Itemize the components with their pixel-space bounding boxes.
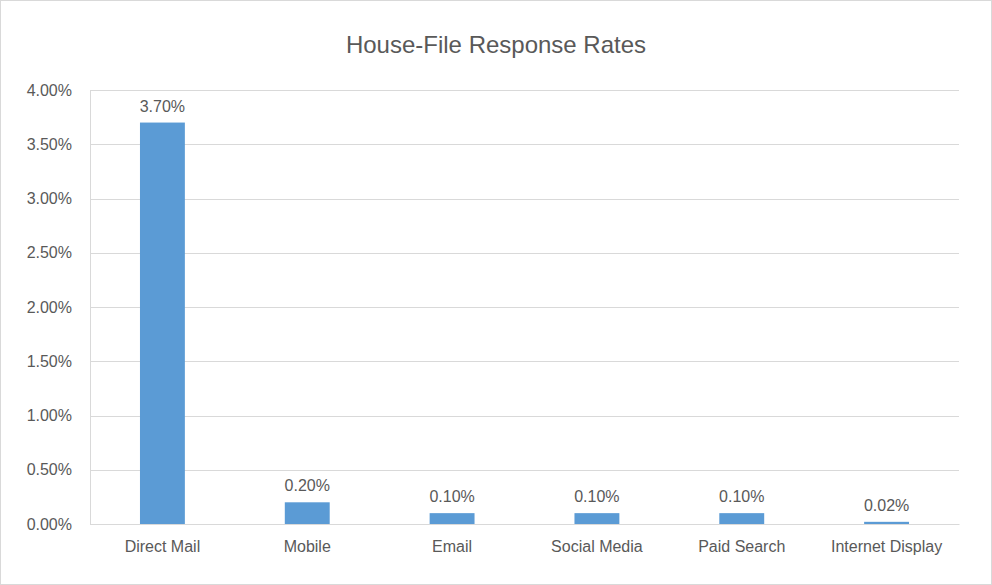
chart-title: House-File Response Rates [346,31,646,58]
grid-line [90,90,959,91]
y-tick-label: 0.50% [27,461,72,478]
data-label: 0.02% [864,497,909,514]
y-tick-label: 2.00% [27,299,72,316]
y-axis-line [90,91,91,525]
bar [864,522,909,524]
y-tick: 3.50% [27,136,90,153]
grid-line [90,524,959,525]
y-tick: 1.00% [27,407,90,424]
grid-line [90,144,959,145]
x-tick-label: Internet Display [831,538,942,555]
y-tick: 3.00% [27,190,90,207]
x-tick: Mobile [284,524,331,555]
y-tick: 0.00% [27,516,90,533]
data-label: 0.20% [285,477,330,494]
bar [140,123,185,524]
x-tick: Paid Search [698,524,785,555]
x-tick-label: Email [432,538,472,555]
x-tick-label: Paid Search [698,538,785,555]
data-label: 0.10% [719,488,764,505]
y-tick-label: 3.50% [27,136,72,153]
grid-line [90,253,959,254]
y-tick-label: 3.00% [27,190,72,207]
y-tick: 2.00% [27,299,90,316]
bar [430,513,475,524]
y-tick: 0.50% [27,461,90,478]
data-label: 0.10% [574,488,619,505]
grid-line [90,470,959,471]
x-tick-label: Social Media [551,538,643,555]
bar [574,513,619,524]
y-tick-label: 1.00% [27,407,72,424]
grid-line [90,307,959,308]
x-tick-label: Mobile [284,538,331,555]
x-tick-label: Direct Mail [125,538,201,555]
x-tick: Direct Mail [125,524,201,555]
y-tick: 1.50% [27,353,90,370]
y-tick-label: 0.00% [27,516,72,533]
y-tick-label: 1.50% [27,353,72,370]
bar [285,502,330,524]
x-tick: Internet Display [831,524,942,555]
grid-line [90,361,959,362]
bar [719,513,764,524]
data-label: 0.10% [429,488,474,505]
y-axis: 0.00% 0.50% 1.00% 1.50% 2.00% 2.50% 3.00% 3.50%… [27,82,91,533]
grid [90,91,959,525]
data-labels: 3.70% 0.20% 0.10% 0.10% 0.10% 0.02% [140,98,910,514]
y-tick: 2.50% [27,244,90,261]
data-label: 3.70% [140,98,185,115]
bars [140,123,909,524]
x-tick: Social Media [551,524,643,555]
x-tick: Email [432,524,472,555]
x-axis-line [91,524,960,525]
grid-line [90,416,959,417]
chart-border [1,1,992,585]
y-tick-label: 2.50% [27,244,72,261]
grid-line [90,199,959,200]
plot-area: 0.00% 0.50% 1.00% 1.50% 2.00% 2.50% 3.00% 3.50%… [27,82,960,556]
x-axis: Direct Mail Mobile Email Social Media Paid S… [91,524,960,555]
y-tick: 4.00% [27,82,90,99]
y-tick-label: 4.00% [27,82,72,99]
